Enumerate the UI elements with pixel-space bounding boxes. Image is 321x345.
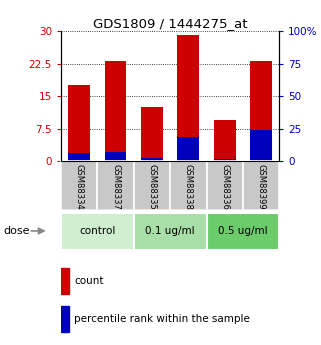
Bar (61, 213, 134, 250)
Bar (250, 130, 272, 161)
Text: count: count (74, 276, 104, 286)
Bar (105, 61, 126, 161)
Text: GSM88337: GSM88337 (111, 164, 120, 210)
Bar (206, 161, 243, 210)
Text: GSM88336: GSM88336 (220, 164, 229, 210)
Text: GSM88335: GSM88335 (147, 164, 156, 210)
Text: control: control (79, 226, 116, 236)
Text: dose: dose (3, 226, 30, 236)
Bar (170, 161, 206, 210)
Bar (178, 137, 199, 161)
Bar (178, 36, 199, 161)
Bar (97, 161, 134, 210)
Text: percentile rank within the sample: percentile rank within the sample (74, 314, 250, 324)
Bar (243, 161, 279, 210)
Title: GDS1809 / 1444275_at: GDS1809 / 1444275_at (93, 17, 247, 30)
Bar (206, 213, 279, 250)
Bar (214, 120, 236, 161)
Text: GSM88399: GSM88399 (256, 164, 265, 210)
Bar (68, 85, 90, 161)
Bar (141, 158, 163, 161)
Bar (61, 268, 69, 294)
Bar (134, 213, 206, 250)
Bar (214, 159, 236, 161)
Text: 0.1 ug/ml: 0.1 ug/ml (145, 226, 195, 236)
Bar (141, 107, 163, 161)
Bar (105, 152, 126, 161)
Bar (61, 161, 97, 210)
Bar (68, 154, 90, 161)
Text: 0.5 ug/ml: 0.5 ug/ml (218, 226, 268, 236)
Text: GSM88334: GSM88334 (75, 164, 84, 210)
Bar (250, 61, 272, 161)
Text: GSM88338: GSM88338 (184, 164, 193, 210)
Bar (61, 306, 69, 332)
Bar (134, 161, 170, 210)
